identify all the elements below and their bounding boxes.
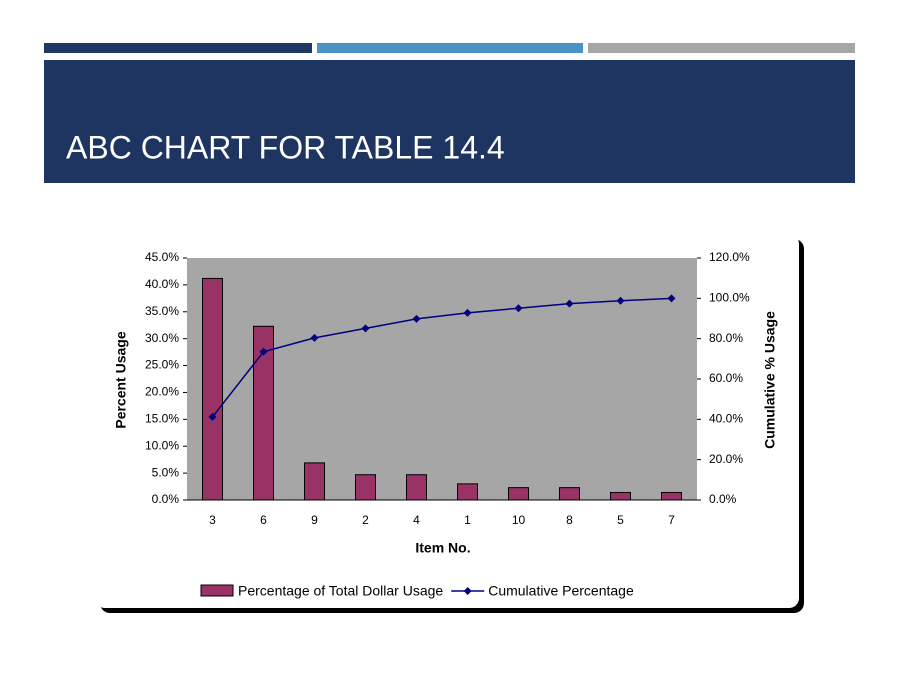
marker	[412, 314, 421, 323]
legend-label: Percentage of Total Dollar Usage	[238, 583, 443, 599]
y-tick-label: 35.0%	[145, 304, 179, 318]
x-axis-title: Item No.	[415, 540, 470, 556]
slide-title: ABC CHART FOR TABLE 14.4	[66, 129, 505, 165]
bar	[559, 487, 580, 501]
x-tick-label: 7	[668, 513, 675, 527]
x-tick-label: 8	[566, 513, 573, 527]
y-tick-label: 10.0%	[145, 438, 179, 452]
y2-tick-label: 0.0%	[709, 492, 737, 506]
marker	[463, 308, 472, 317]
bar	[406, 474, 427, 501]
y2-tick-label: 120.0%	[709, 250, 750, 264]
marker	[361, 324, 370, 333]
line	[211, 297, 672, 418]
stripe	[588, 43, 855, 53]
x-tick-label: 2	[362, 513, 369, 527]
marker	[514, 304, 523, 313]
marker	[565, 299, 574, 308]
y-tick-label: 40.0%	[145, 277, 179, 291]
x-tick-label: 6	[260, 513, 267, 527]
y-tick-label: 0.0%	[152, 492, 180, 506]
bar	[610, 491, 631, 501]
stripe	[317, 43, 583, 53]
y2-axis-title: Cumulative % Usage	[762, 311, 778, 449]
marker	[667, 294, 676, 303]
marker	[310, 333, 319, 342]
bar	[202, 277, 223, 501]
bar	[304, 462, 325, 501]
y-tick-label: 45.0%	[145, 250, 179, 264]
bar	[355, 474, 376, 501]
x-tick-label: 9	[311, 513, 318, 527]
y-tick-label: 15.0%	[145, 412, 179, 426]
y2-tick-label: 60.0%	[709, 371, 743, 385]
bar	[661, 491, 682, 501]
legend-swatch	[200, 584, 234, 597]
marker	[259, 347, 268, 356]
legend-label: Cumulative Percentage	[488, 583, 634, 599]
y2-tick-label: 100.0%	[709, 291, 750, 305]
bar	[253, 325, 274, 501]
y-tick-label: 25.0%	[145, 358, 179, 372]
y-tick-label: 30.0%	[145, 331, 179, 345]
header	[44, 60, 855, 183]
y-tick-label: 20.0%	[145, 385, 179, 399]
y2-tick-label: 80.0%	[709, 331, 743, 345]
bar	[508, 487, 529, 501]
marker	[616, 296, 625, 305]
y-tick-label: 5.0%	[152, 465, 180, 479]
x-tick-label: 10	[512, 513, 526, 527]
x-tick-label: 4	[413, 513, 420, 527]
y2-tick-label: 40.0%	[709, 412, 743, 426]
marker	[208, 412, 217, 421]
x-tick-label: 3	[209, 513, 216, 527]
legend-marker	[463, 587, 472, 595]
x-tick-label: 1	[464, 513, 471, 527]
stripe	[44, 43, 312, 53]
y2-tick-label: 20.0%	[709, 452, 743, 466]
bar	[457, 483, 478, 501]
x-tick-label: 5	[617, 513, 624, 527]
y-axis-title: Percent Usage	[113, 331, 129, 428]
